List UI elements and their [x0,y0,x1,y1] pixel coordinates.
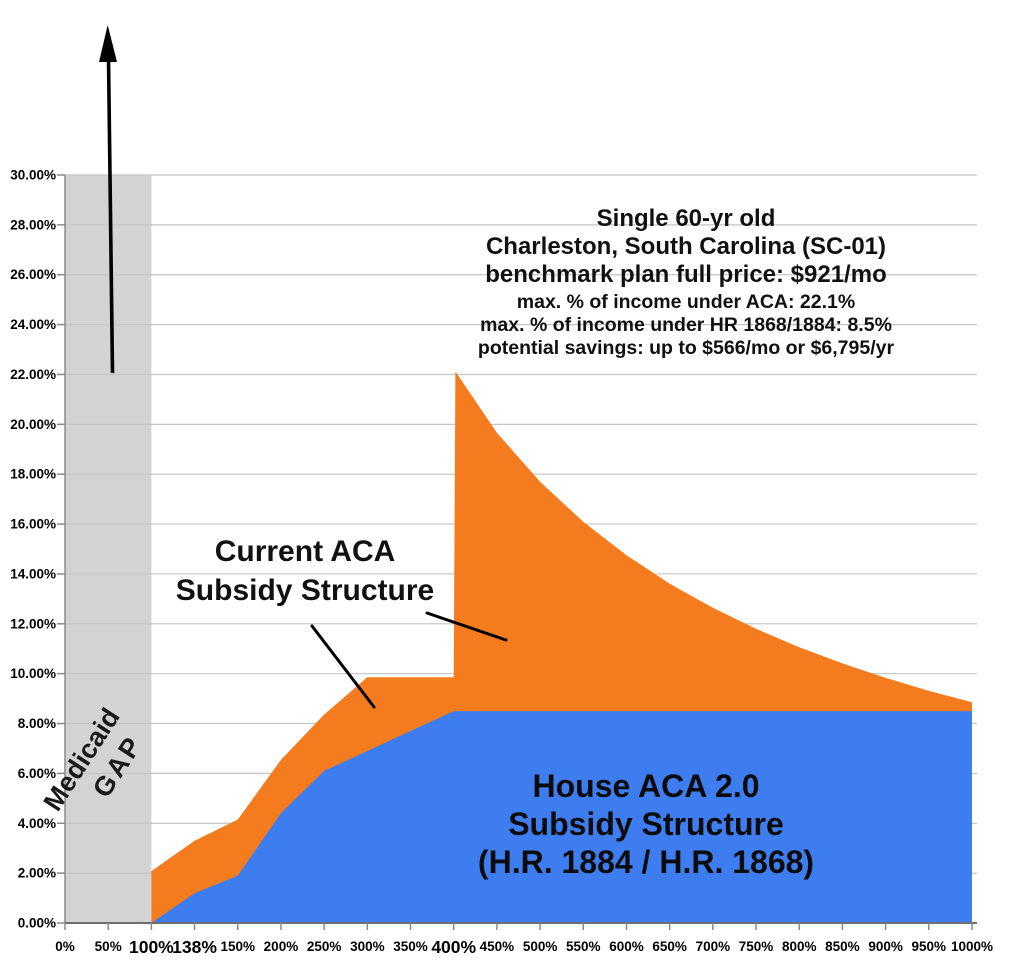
x-axis-tick-label: 850% [825,939,860,954]
x-axis-tick-label: 900% [868,939,903,954]
house-aca-label-line1: House ACA 2.0 [532,768,759,804]
x-axis-tick-label: 100% [129,937,174,957]
y-axis-tick-label: 2.00% [18,866,56,881]
annotation-line5: max. % of income under HR 1868/1884: 8.5… [480,314,892,336]
y-axis-tick-label: 20.00% [10,417,56,432]
x-axis-tick-label: 250% [307,939,342,954]
current-aca-label-group: Current ACA Subsidy Structure [176,535,508,709]
y-axis-tick-label: 24.00% [10,317,56,332]
y-axis-tick-label: 14.00% [10,566,56,581]
house-aca-label-group: House ACA 2.0 Subsidy Structure (H.R. 18… [478,768,814,880]
up-arrow-shaft [106,57,115,374]
house-aca-label-line2: Subsidy Structure [508,806,784,842]
annotation-line1: Single 60-yr old [597,205,776,232]
x-axis-tick-label: 450% [480,939,515,954]
area-house-aca-2-0 [151,711,972,923]
y-axis-tick-label: 30.00% [10,168,56,183]
x-axis-tick-label: 300% [350,939,385,954]
x-axis-tick-label: 138% [172,937,217,957]
x-axis-tick-label: 550% [566,939,601,954]
y-axis-tick-label: 18.00% [10,467,56,482]
x-axis-tick-label: 600% [609,939,644,954]
x-axis-tick-label: 200% [264,939,299,954]
x-axis-tick-label: 350% [393,939,428,954]
x-axis-tick-label: 500% [523,939,558,954]
x-axis-tick-label: 400% [431,937,476,957]
annotation-line2: Charleston, South Carolina (SC-01) [486,233,886,260]
y-axis-tick-label: 0.00% [18,916,56,931]
current-aca-label-line1: Current ACA [215,535,396,568]
series-areas-layer [151,371,972,923]
x-axis-tick-label: 650% [652,939,687,954]
off-chart-up-arrow-icon [99,25,117,374]
axes-layer [64,175,977,924]
annotation-line3: benchmark plan full price: $921/mo [485,261,886,288]
y-axis-tick-label: 28.00% [10,217,56,232]
current-aca-leader-line-left [310,624,376,709]
x-axis-tick-label: 0% [55,939,75,954]
y-axis-tick-label: 10.00% [10,666,56,681]
current-aca-leader-line-right [425,611,508,642]
y-axis-tick-label: 4.00% [18,816,56,831]
y-axis-tick-label: 16.00% [10,517,56,532]
y-axis-tick-label: 22.00% [10,367,56,382]
up-arrow-head [99,25,117,62]
annotation-line4: max. % of income under ACA: 22.1% [517,291,855,313]
x-axis-tick-label: 50% [95,939,122,954]
x-axis-tick-label: 950% [912,939,947,954]
x-axis-tick-label: 150% [220,939,255,954]
x-axis-labels-layer: 0% 50% 100%138% 150% 200% 250% 300% 350% 400% 450… [55,923,993,957]
y-axis-tick-label: 8.00% [18,716,56,731]
y-axis-tick-label: 12.00% [10,616,56,631]
scenario-annotation: Single 60-yr old Charleston, South Carol… [478,205,895,359]
house-aca-label-line3: (H.R. 1884 / H.R. 1868) [478,844,814,880]
x-axis-tick-label: 700% [696,939,731,954]
current-aca-label-line2: Subsidy Structure [176,574,434,607]
annotation-line6: potential savings: up to $566/mo or $6,7… [478,337,895,359]
x-axis-tick-label: 1000% [951,939,993,954]
y-axis-tick-label: 26.00% [10,267,56,282]
medicaid-gap-band [65,175,152,923]
medicaid-gap-band-layer [65,175,152,923]
y-axis-tick-label: 6.00% [18,766,56,781]
x-axis-tick-label: 750% [739,939,774,954]
y-axis-labels-layer: 0.00% 2.00% 4.00% 6.00% 8.00% 10.00% 12.00% 14.… [10,168,65,931]
x-axis-tick-label: 800% [782,939,817,954]
